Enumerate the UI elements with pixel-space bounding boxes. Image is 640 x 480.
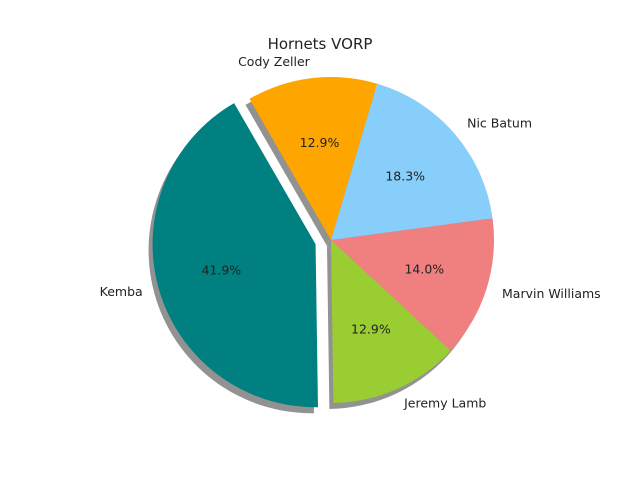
- slice-percent-nic-batum: 18.3%: [385, 168, 425, 183]
- slice-label-jeremy-lamb: Jeremy Lamb: [403, 396, 486, 411]
- wedge-cody-zeller: [249, 76, 378, 241]
- slice-percent-kemba: 41.9%: [201, 262, 241, 277]
- slice-label-marvin-williams: Marvin Williams: [502, 286, 601, 301]
- slice-label-nic-batum: Nic Batum: [467, 115, 532, 130]
- wedge-marvin-williams: [331, 218, 495, 351]
- wedge-nic-batum: [331, 83, 493, 240]
- slice-labels: Kemba 41.9% Jeremy Lamb 12.9% Marvin William…: [100, 54, 601, 411]
- wedge-kemba: [152, 103, 318, 408]
- pie-wedges: [152, 76, 495, 408]
- chart-title: Hornets VORP: [268, 35, 373, 53]
- slice-percent-marvin-williams: 14.0%: [404, 261, 444, 276]
- slice-percent-jeremy-lamb: 12.9%: [351, 321, 391, 336]
- wedge-jeremy-lamb: [331, 240, 451, 403]
- slice-percent-cody-zeller: 12.9%: [300, 135, 340, 150]
- slice-label-cody-zeller: Cody Zeller: [238, 54, 311, 69]
- slice-label-kemba: Kemba: [100, 284, 143, 299]
